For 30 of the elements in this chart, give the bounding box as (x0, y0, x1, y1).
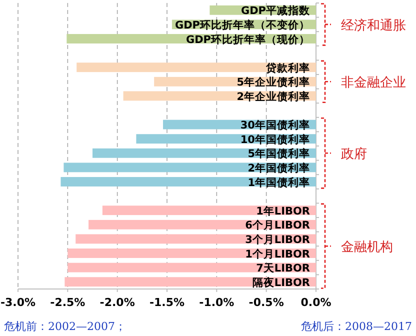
x-tick-label: -0.5% (248, 296, 284, 309)
x-tick-label: -2.0% (100, 296, 135, 309)
text: 政府 (341, 146, 367, 162)
x-tick-label: -1.5% (149, 296, 185, 309)
y-tick-label: GDP环比折年率（现价） (186, 32, 310, 46)
y-tick-label: GDP环比折年率（不变价） (174, 18, 310, 32)
x-tick-label: -1.0% (199, 296, 234, 309)
x-tick-label: -3.0% (0, 296, 36, 309)
y-tick-label: 2年企业债利率 (236, 90, 310, 103)
y-tick-label: GDP平减指数 (240, 4, 311, 18)
y-tick-label: 5年企业债利率 (236, 76, 310, 89)
x-tick-label: -2.5% (50, 296, 86, 309)
y-tick-label: 2年国债利率 (248, 161, 310, 174)
y-tick-label: 10年国债利率 (240, 132, 310, 146)
y-tick-label: 1年国债利率 (248, 176, 310, 189)
y-tick-label: 6个月LIBOR (245, 218, 310, 232)
text: 危机后：2008—2017 (301, 320, 412, 333)
y-tick-label: 7天LIBOR (256, 262, 310, 275)
y-tick-label: 贷款利率 (265, 61, 310, 74)
y-tick-label: 隔夜LIBOR (252, 276, 310, 289)
text: 经济和通胀 (341, 18, 406, 34)
y-tick-label: 1年LIBOR (256, 204, 310, 218)
text: 非金融企业 (341, 76, 406, 91)
x-tick-label: 0.0% (300, 296, 332, 309)
y-tick-label: 30年国债利率 (240, 118, 310, 132)
text: 危机前：2002—2007； (4, 320, 126, 333)
y-tick-label: 5年国债利率 (248, 147, 310, 160)
y-tick-label: 1个月LIBOR (245, 247, 310, 260)
y-tick-label: 3个月LIBOR (245, 232, 310, 246)
text: 金融机构 (341, 240, 393, 256)
